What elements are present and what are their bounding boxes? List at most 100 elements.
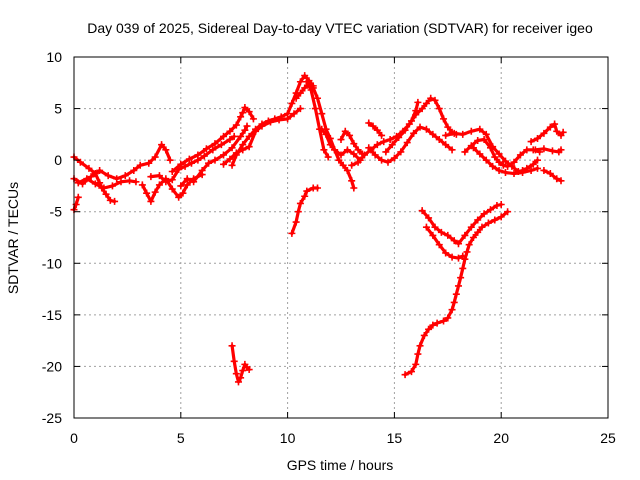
- data-point-marker: [343, 146, 351, 154]
- data-point-marker: [111, 197, 119, 205]
- data-point-marker: [151, 153, 159, 161]
- data-point-marker: [348, 177, 356, 185]
- data-point-marker: [531, 146, 539, 154]
- data-point-marker: [314, 184, 322, 192]
- data-point-marker: [113, 175, 121, 183]
- x-tick-label: 0: [70, 430, 78, 446]
- data-point-marker: [143, 189, 151, 197]
- data-point-marker: [234, 378, 242, 386]
- data-point-marker: [296, 78, 304, 86]
- y-axis-label: SDTVAR / TECUs: [5, 182, 21, 294]
- data-point-marker: [117, 178, 125, 186]
- series-pass-21: [469, 144, 542, 178]
- data-point-marker: [540, 145, 548, 153]
- data-point-marker: [311, 105, 319, 113]
- data-point-marker: [245, 132, 253, 140]
- data-point-marker: [198, 166, 206, 174]
- data-point-marker: [499, 161, 507, 169]
- x-tick-label: 15: [387, 430, 403, 446]
- data-point-marker: [373, 141, 381, 149]
- data-point-marker: [155, 181, 163, 189]
- data-point-marker: [401, 371, 409, 379]
- data-point-marker: [241, 104, 249, 112]
- data-point-marker: [534, 156, 542, 164]
- data-point-marker: [557, 177, 565, 185]
- data-point-marker: [380, 138, 388, 146]
- data-point-marker: [384, 158, 392, 166]
- data-point-marker: [553, 175, 561, 183]
- data-point-marker: [217, 141, 225, 149]
- data-point-marker: [239, 146, 247, 154]
- data-point-marker: [245, 108, 253, 116]
- data-point-marker: [534, 134, 542, 142]
- data-point-marker: [474, 228, 482, 236]
- data-point-marker: [243, 122, 251, 130]
- data-point-marker: [74, 193, 82, 201]
- data-point-marker: [258, 122, 266, 130]
- data-point-marker: [230, 132, 238, 140]
- data-point-marker: [322, 130, 330, 138]
- y-tick-label: -25: [42, 410, 62, 426]
- axis-ticks: [73, 56, 609, 419]
- data-point-marker: [318, 110, 326, 118]
- data-point-marker: [551, 120, 559, 128]
- data-point-marker: [395, 133, 403, 141]
- data-point-marker: [527, 166, 535, 174]
- series-pass-18: [365, 119, 386, 139]
- data-point-marker: [489, 162, 497, 170]
- plot-frame: [73, 56, 609, 419]
- data-point-marker: [369, 122, 377, 130]
- data-point-marker: [179, 189, 187, 197]
- data-traces: [70, 72, 567, 386]
- data-point-marker: [459, 252, 467, 260]
- data-point-marker: [155, 172, 163, 180]
- series-pass-04: [74, 175, 140, 192]
- data-point-marker: [388, 141, 396, 149]
- data-point-marker: [166, 156, 174, 164]
- data-point-marker: [267, 118, 275, 126]
- data-point-marker: [183, 175, 191, 183]
- data-point-marker: [378, 131, 386, 139]
- data-point-marker: [495, 150, 503, 158]
- data-point-marker: [504, 208, 512, 216]
- data-point-marker: [440, 115, 448, 123]
- series-pass-25: [288, 184, 322, 237]
- data-point-marker: [407, 368, 415, 376]
- data-point-marker: [301, 72, 309, 80]
- data-point-marker: [209, 146, 217, 154]
- data-point-marker: [461, 231, 469, 239]
- data-point-marker: [546, 170, 554, 178]
- data-point-marker: [348, 161, 356, 169]
- data-point-marker: [519, 169, 527, 177]
- data-point-marker: [553, 127, 561, 135]
- series-pass-10: [220, 105, 304, 168]
- data-point-marker: [331, 146, 339, 154]
- data-point-marker: [200, 152, 208, 160]
- data-point-marker: [228, 161, 236, 169]
- data-point-marker: [491, 153, 499, 161]
- data-point-marker: [510, 158, 518, 166]
- data-point-marker: [314, 94, 322, 102]
- x-axis-label: GPS time / hours: [287, 457, 394, 473]
- data-point-marker: [211, 156, 219, 164]
- data-point-marker: [433, 319, 441, 327]
- data-point-marker: [343, 166, 351, 174]
- data-point-marker: [136, 161, 144, 169]
- data-point-marker: [529, 160, 537, 168]
- data-point-marker: [237, 132, 245, 140]
- data-point-marker: [220, 151, 228, 159]
- data-point-marker: [429, 231, 437, 239]
- data-point-marker: [290, 110, 298, 118]
- data-point-marker: [450, 298, 458, 306]
- data-point-marker: [76, 158, 84, 166]
- data-point-marker: [228, 144, 236, 152]
- data-point-marker: [296, 199, 304, 207]
- data-point-marker: [239, 109, 247, 117]
- data-point-marker: [335, 156, 343, 164]
- data-point-marker: [102, 190, 110, 198]
- data-point-marker: [497, 213, 505, 221]
- data-point-marker: [418, 105, 426, 113]
- data-point-marker: [459, 130, 467, 138]
- data-point-marker: [232, 121, 240, 129]
- data-point-marker: [491, 216, 499, 224]
